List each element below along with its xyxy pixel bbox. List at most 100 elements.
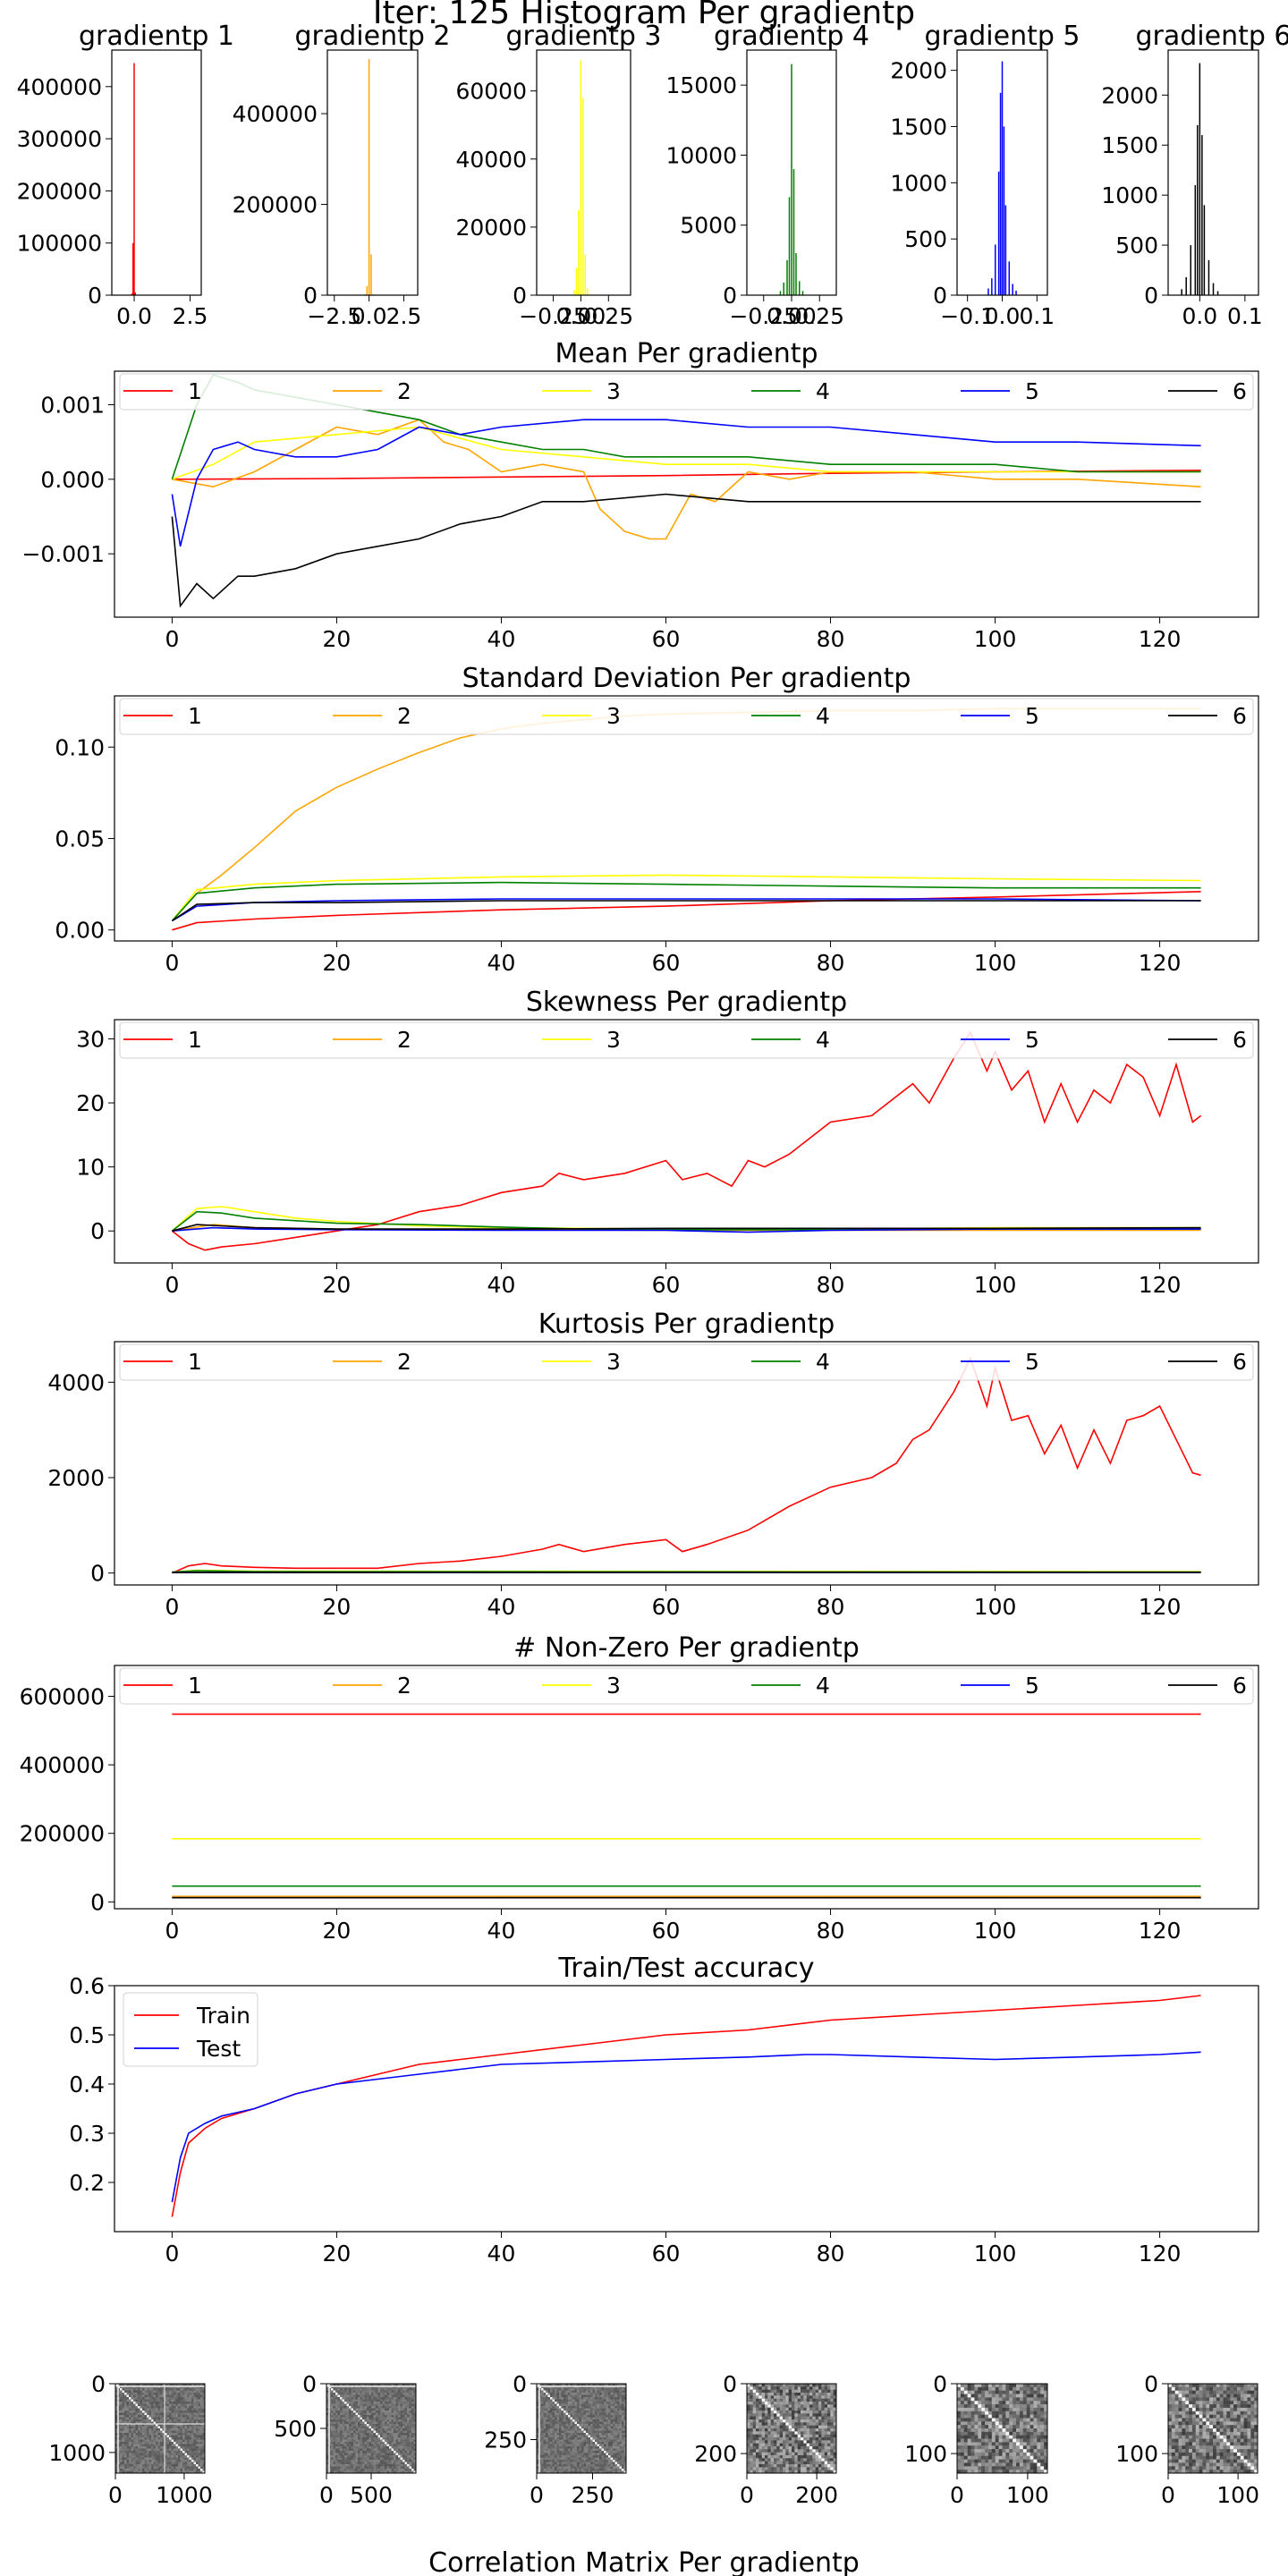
heatmap-cell [561,2457,564,2461]
heatmap-cell [191,2424,194,2427]
heatmap-cell [592,2444,596,2447]
heatmap-cell [353,2424,356,2427]
heatmap-cell [373,2402,377,2404]
heatmap-cell [337,2433,341,2436]
heatmap-cell [362,2419,365,2422]
heatmap-cell [373,2455,377,2458]
heatmap-cell [552,2417,555,2420]
heatmap-cell [588,2397,591,2400]
heatmap-cell [538,2435,542,2438]
heatmap-cell [559,2390,562,2394]
heatmap-cell [400,2412,403,2416]
heatmap-cell [552,2419,555,2422]
heatmap-cell [184,2390,188,2394]
heatmap-cell [395,2415,399,2418]
heatmap-cell [335,2470,338,2474]
heatmap-cell [610,2417,614,2420]
heatmap-cell [189,2412,192,2416]
heatmap-cell [404,2453,408,2456]
heatmap-cell [178,2384,181,2386]
heatmap-cell [171,2402,174,2404]
heatmap-cell [586,2419,589,2422]
heatmap-cell [335,2444,338,2447]
heatmap-cell [409,2390,412,2394]
heatmap-cell [409,2451,412,2453]
heatmap-cell [564,2426,566,2429]
heatmap-cell [135,2412,139,2416]
heatmap-cell [404,2415,408,2418]
heatmap-cell [142,2428,145,2431]
heatmap-cell [331,2457,334,2461]
heatmap-cell [376,2448,378,2452]
histogram-bar [582,97,584,296]
heatmap-cell [382,2446,386,2449]
heatmap-cell [351,2397,354,2400]
heatmap-cell [385,2433,387,2436]
heatmap-cell [400,2399,403,2402]
heatmap-cell [546,2388,548,2391]
heatmap-cell [538,2457,542,2461]
heatmap-cell [166,2439,170,2443]
heatmap-cell [404,2455,408,2458]
heatmap-cell [564,2455,566,2458]
heatmap-cell [193,2393,197,2395]
heatmap-cell [331,2385,334,2389]
heatmap-cell [586,2455,589,2458]
heatmap-cell [550,2415,553,2418]
heatmap-cell [346,2466,350,2470]
heatmap-cell [552,2455,555,2458]
heatmap-cell [331,2437,334,2440]
heatmap-cell [402,2437,405,2440]
heatmap-cell [362,2406,365,2409]
heatmap-cell [182,2403,185,2407]
heatmap-cell [175,2421,179,2425]
heatmap-cell [604,2451,606,2453]
heatmap-cell [162,2469,165,2471]
heatmap-cell [126,2469,130,2471]
heatmap-cell [331,2451,334,2453]
heatmap-cell [362,2430,365,2434]
heatmap-cell [135,2470,139,2474]
heatmap-cell [610,2393,614,2395]
heatmap-cell [326,2430,329,2434]
y-tick-label: 500 [1115,233,1158,258]
heatmap-cell [386,2451,390,2453]
heatmap-cell [162,2403,165,2407]
heatmap-cell [193,2455,197,2458]
heatmap-cell [165,2451,167,2453]
heatmap-cell [129,2437,131,2440]
heatmap-cell [115,2424,118,2427]
heatmap-cell [138,2455,140,2458]
heatmap-cell [131,2444,134,2447]
series-line-5 [172,1226,1201,1233]
heatmap-cell [608,2424,611,2427]
heatmap-cell [588,2394,591,2398]
heatmap-cell [568,2424,571,2427]
heatmap-cell [187,2448,190,2452]
heatmap-cell [386,2412,390,2416]
heatmap-cell [550,2412,553,2416]
heatmap-cell [166,2421,170,2425]
heatmap-cell [138,2402,140,2404]
heatmap-cell [346,2442,350,2445]
heatmap-cell [184,2408,188,2411]
heatmap-cell [568,2453,571,2456]
heatmap-cell [579,2406,582,2409]
heatmap-cell [613,2393,615,2395]
heatmap-cell [581,2437,584,2440]
heatmap-cell [184,2448,188,2452]
heatmap-cell [151,2417,154,2420]
heatmap-cell [120,2426,123,2429]
heatmap-cell [407,2406,410,2409]
heatmap-cell [555,2399,557,2402]
heatmap-cell [579,2417,582,2420]
heatmap-cell [148,2451,152,2453]
heatmap-cell [608,2442,611,2445]
heatmap-cell [180,2439,183,2443]
heatmap-cell [115,2412,118,2416]
heatmap-cell [344,2408,347,2411]
heatmap-cell [138,2430,140,2434]
heatmap-cell [337,2402,341,2404]
heatmap-cell [346,2406,350,2409]
heatmap-cell [157,2460,161,2462]
